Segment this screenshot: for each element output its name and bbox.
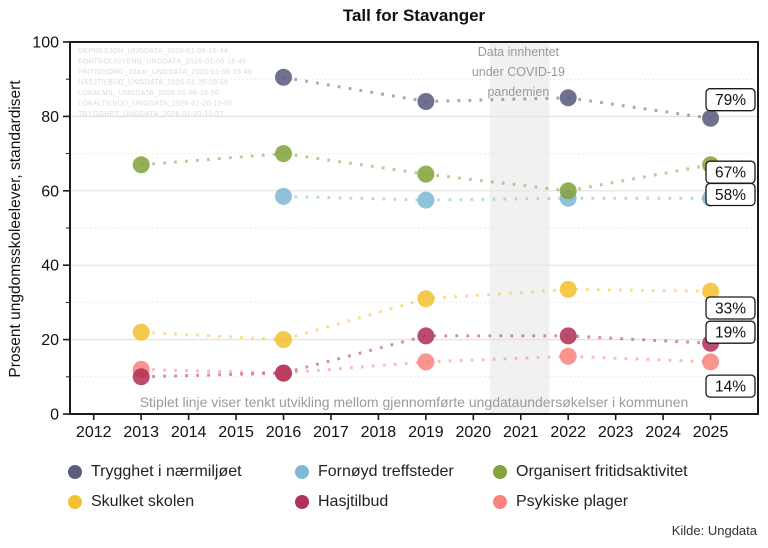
data-point (702, 282, 720, 300)
x-tick-label: 2012 (76, 424, 112, 441)
legend-marker-trygghet (68, 465, 82, 479)
y-tick-label: 60 (41, 183, 59, 200)
data-point (275, 68, 292, 86)
legend-marker-fornoyd (295, 465, 309, 479)
watermark-text: FORTROLIGVENN_UNGDATA_2026-01-06-16-46 (78, 59, 247, 66)
x-tick-label: 2016 (266, 424, 302, 441)
legend-item-skulket: Skulket skolen (68, 492, 194, 512)
legend-item-psykiske: Psykiske plager (493, 492, 628, 512)
legend-marker-skulket (68, 495, 82, 509)
watermark-text: TRYGGHET_UNGDATA_2026-01-20-10-07 (78, 111, 224, 118)
watermark-text: LOKALTILBUD_UNGDATA_2026-01-20-10-00 (78, 101, 233, 108)
x-tick-label: 2024 (645, 424, 681, 441)
data-point (132, 156, 150, 174)
data-point (132, 368, 150, 386)
end-label: 19% (705, 320, 756, 344)
data-point (559, 280, 577, 298)
data-point (559, 89, 577, 107)
y-tick-label: 0 (50, 407, 59, 424)
data-point (702, 109, 720, 127)
data-point (417, 191, 435, 209)
svg-text:33%: 33% (715, 301, 746, 318)
data-point (417, 165, 435, 183)
data-point (559, 182, 577, 200)
y-tick-label: 20 (41, 332, 59, 349)
x-tick-label: 2020 (456, 424, 492, 441)
x-tick-label: 2014 (171, 424, 207, 441)
end-label: 79% (705, 88, 756, 112)
data-point (417, 353, 435, 371)
svg-text:79%: 79% (715, 92, 746, 109)
covid-annotation: Data innhentet (478, 45, 560, 59)
x-tick-label: 2025 (693, 424, 729, 441)
x-tick-label: 2015 (218, 424, 254, 441)
series-line (141, 354, 711, 375)
legend-label: Fornøyd treffsteder (318, 463, 454, 480)
legend-marker-psykiske (493, 495, 507, 509)
x-tick-label: 2017 (313, 424, 349, 441)
data-point (275, 364, 292, 382)
data-point (417, 93, 435, 110)
legend-item-hasjtilbud: Hasjtilbud (295, 492, 388, 512)
y-tick-label: 40 (41, 258, 59, 275)
legend-label: Organisert fritidsaktivitet (516, 463, 688, 480)
x-tick-label: 2019 (408, 424, 444, 441)
legend-label: Skulket skolen (91, 493, 195, 510)
data-point (559, 347, 577, 365)
plot-note: Stiplet linje viser tenkt utvikling mell… (140, 394, 689, 410)
covid-annotation: pandemien (487, 85, 549, 99)
legend-label: Trygghet i nærmiljøet (91, 463, 242, 480)
chart-title: Tall for Stavanger (342, 6, 486, 25)
y-tick-label: 80 (41, 109, 59, 126)
x-tick-label: 2023 (598, 424, 634, 441)
data-point (275, 145, 292, 163)
data-point (275, 331, 292, 349)
end-label: 33% (705, 296, 756, 320)
legend-label: Psykiske plager (516, 493, 629, 510)
x-tick-label: 2021 (503, 424, 539, 441)
end-label: 67% (705, 160, 756, 184)
svg-text:19%: 19% (715, 325, 746, 342)
end-label: 14% (705, 374, 756, 398)
data-point (702, 353, 720, 371)
data-point (275, 187, 292, 205)
legend-marker-hasjtilbud (295, 495, 309, 509)
data-point (559, 327, 577, 345)
svg-text:58%: 58% (715, 187, 746, 204)
x-tick-label: 2022 (550, 424, 586, 441)
watermark-text: DEPRESJON_UNGDATA_2026-01-06-16-44 (78, 48, 228, 55)
watermark-text: FRITIDSORG_10aar_UNGDATA_2026-01-06-16-4… (78, 69, 252, 76)
watermark-text: HASJTILBUD_UNGDATA_2026-01-20-09-59 (78, 80, 228, 87)
legend-item-trygghet: Trygghet i nærmiljøet (68, 462, 242, 482)
covid-band (489, 43, 550, 413)
legend-label: Hasjtilbud (318, 493, 389, 510)
data-point (417, 327, 435, 345)
covid-annotation: under COVID-19 (472, 65, 565, 79)
x-tick-label: 2018 (361, 424, 397, 441)
x-tick-label: 2013 (123, 424, 159, 441)
svg-text:14%: 14% (715, 379, 746, 396)
legend-item-fornoyd: Fornøyd treffsteder (295, 462, 454, 482)
legend-item-organisert: Organisert fritidsaktivitet (493, 462, 688, 482)
end-label: 58% (705, 182, 756, 207)
svg-text:67%: 67% (715, 165, 746, 182)
data-point (417, 290, 435, 308)
y-tick-label: 100 (32, 35, 59, 52)
legend-marker-organisert (493, 465, 507, 479)
data-point (132, 323, 150, 341)
watermark-text: LOKALMIL_UNGDATA_2026-01-06-16-50 (78, 90, 219, 97)
source-credit: Kilde: Ungdata (671, 523, 757, 538)
